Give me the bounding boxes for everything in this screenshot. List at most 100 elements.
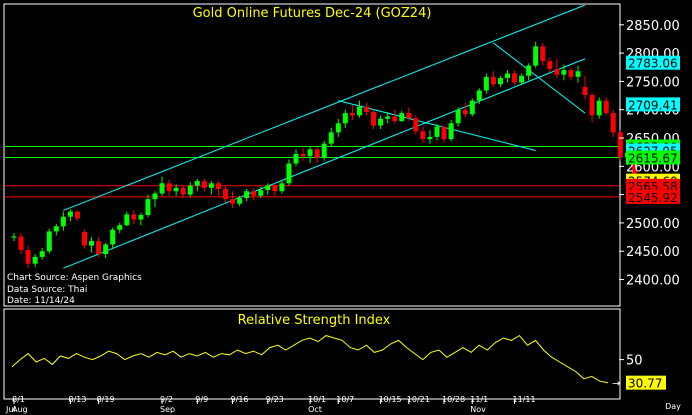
candle-body-5 (46, 231, 52, 252)
candle-body-72 (519, 75, 525, 83)
level-label-7: 2545.92 (628, 191, 678, 205)
candle-body-46 (335, 123, 341, 133)
trendline-3 (493, 42, 586, 114)
candle-body-38 (279, 183, 285, 192)
rsi-line (11, 334, 609, 384)
x-tick-label-2: 8/19 (97, 395, 115, 404)
candle-body-30 (223, 188, 228, 200)
candle-body-88 (631, 152, 637, 182)
candle-body-67 (483, 76, 489, 91)
candle-body-48 (349, 113, 355, 116)
candle-body-11 (89, 241, 95, 246)
candle-body-23 (173, 187, 179, 192)
x-tick-label-3: 9/2 (160, 395, 173, 404)
candle-body-77 (554, 68, 560, 75)
candle-body-33 (244, 191, 250, 199)
x-tick-label-1: 8/13 (68, 395, 86, 404)
candle-body-8 (67, 211, 73, 217)
level-label-box-0 (626, 55, 680, 70)
data-source-note: Data Source: Thai (7, 285, 87, 295)
candle-body-12 (96, 241, 102, 255)
candle-body-60 (434, 126, 440, 137)
candle-body-44 (321, 143, 327, 158)
x-tick-label-5: 9/16 (231, 395, 249, 404)
candle-body-13 (103, 244, 109, 255)
candle-body-85 (610, 113, 616, 133)
candle-body-36 (265, 185, 271, 191)
level-label-4: 2615.67 (628, 151, 678, 165)
x-tick-label-9: 10/15 (379, 395, 402, 404)
candle-body-62 (448, 123, 454, 140)
candle-body-22 (166, 183, 172, 192)
candle-body-68 (490, 76, 496, 85)
candle-body-82 (589, 95, 595, 116)
trendline-1 (63, 58, 586, 269)
candle-body-31 (230, 199, 236, 204)
candle-body-9 (74, 211, 80, 219)
candle-body-40 (293, 153, 299, 164)
level-label-box-7 (626, 189, 680, 204)
candle-body-35 (258, 190, 264, 196)
y-tick-label-7: 2750.00 (626, 75, 680, 90)
candle-body-78 (561, 70, 567, 75)
candle-body-58 (420, 131, 426, 140)
month-label-2: Sep (160, 405, 175, 414)
level-label-box-4 (626, 150, 680, 165)
candle-body-34 (251, 191, 257, 196)
candle-body-66 (476, 90, 482, 101)
day-axis-label: Day (665, 402, 681, 411)
level-label-1: 2709.41 (628, 98, 678, 112)
candle-body-6 (53, 226, 59, 232)
candle-body-50 (364, 106, 369, 112)
candle-body-53 (385, 116, 391, 119)
candle-body-0 (11, 236, 17, 238)
month-label-1: Aug (12, 405, 28, 414)
month-label-3: Oct (308, 405, 322, 414)
x-tick-label-10: 10/21 (407, 395, 430, 404)
level-lines (5, 146, 619, 198)
rsi-plot: 50 → 30.77 (11, 334, 666, 391)
candle-body-37 (272, 185, 278, 192)
candle-body-69 (497, 78, 503, 85)
candle-body-81 (582, 87, 588, 95)
y-tick-label-9: 2850.00 (626, 19, 680, 34)
candle-body-21 (159, 183, 165, 194)
level-labels: 2783.062709.412635.002627.952615.672574.… (626, 55, 680, 205)
candle-body-3 (32, 256, 38, 264)
date-axis: 8/1 8/13 8/19 9/2 9/9 9/16 9/23 10/1 10/7 10/15 10… (5, 395, 536, 414)
candle-body-4 (39, 251, 45, 257)
candle-body-51 (371, 111, 377, 126)
rsi-panel-frame (3, 308, 621, 400)
candle-body-16 (124, 214, 130, 226)
candle-body-14 (110, 229, 116, 245)
rsi-last-arrow: → (612, 379, 620, 390)
candle-body-45 (328, 132, 334, 144)
x-tick-label-13: 11/11 (513, 395, 536, 404)
candlesticks: → (11, 41, 649, 269)
candle-body-1 (18, 236, 24, 251)
candle-body-63 (455, 109, 461, 124)
level-label-box-1 (626, 97, 680, 112)
candle-body-61 (441, 126, 447, 140)
candle-body-76 (547, 61, 553, 69)
y-tick-label-2: 2500.00 (626, 217, 680, 232)
x-tick-label-8: 10/7 (336, 395, 354, 404)
rsi-title: Relative Strength Index (238, 313, 391, 328)
rsi-last-box (626, 375, 666, 390)
candle-body-57 (413, 118, 419, 132)
candle-body-26 (194, 181, 200, 186)
x-tick-label-11: 10/28 (442, 395, 465, 404)
x-tick-label-4: 9/9 (195, 395, 208, 404)
candle-body-19 (145, 199, 151, 215)
candle-body-79 (568, 70, 574, 77)
trendline-0 (63, 5, 586, 211)
rsi-tick-label-0: 50 (626, 354, 643, 369)
candle-body-24 (180, 187, 186, 195)
chart-source-note: Chart Source: Aspen Graphics (7, 273, 142, 283)
date-note: Date: 11/14/24 (7, 296, 75, 306)
candle-body-25 (187, 185, 193, 195)
candle-body-86 (617, 132, 623, 158)
candle-body-84 (603, 100, 609, 114)
candle-body-65 (469, 100, 475, 115)
